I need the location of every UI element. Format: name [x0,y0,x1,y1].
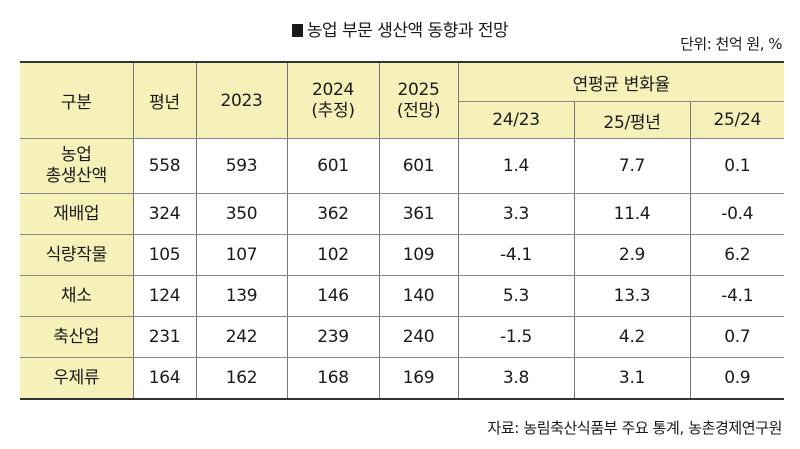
table-cell: 107 [195,234,288,276]
header-category: 구분 [20,61,134,139]
table-row: 농업 총생산액 558 593 601 601 1.4 7.7 0.1 [20,138,785,194]
row-label: 재배업 [20,193,134,235]
header-avg: 평년 [132,61,197,139]
table-row: 식량작물 105 107 102 109 -4.1 2.9 6.2 [20,234,785,276]
row-label-line1: 채소 [60,285,92,306]
row-label-line1: 우제류 [53,367,100,388]
header-2025: 2025 (전망) [378,61,459,139]
table-cell: 361 [378,193,459,235]
table-row: 채소 124 139 146 140 5.3 13.3 -4.1 [20,275,785,317]
table-cell: 3.3 [457,193,575,235]
table-cell: -1.5 [457,316,575,358]
header-2024-sub: (추정) [311,100,355,121]
row-label: 채소 [20,275,134,317]
table-cell: 168 [286,357,380,400]
table-cell: 105 [132,234,197,276]
table-cell: -4.1 [457,234,575,276]
table-cell: 102 [286,234,380,276]
table-title-text: 농업 부문 생산액 동향과 전망 [306,21,509,41]
header-2024-year: 2024 [311,79,355,100]
header-2023: 2023 [195,61,288,139]
table-cell: 162 [195,357,288,400]
table-cell: -4.1 [689,275,785,317]
table-cell: 1.4 [457,138,575,194]
table-cell: 3.8 [457,357,575,400]
table-cell: 0.9 [689,357,785,400]
table-cell: 2.9 [573,234,691,276]
production-table: 구분 평년 2023 2024 (추정) 2025 (전망) 연평균 변화율 2… [20,61,785,400]
table-cell: 5.3 [457,275,575,317]
table-row: 축산업 231 242 239 240 -1.5 4.2 0.7 [20,316,785,358]
table-cell: 7.7 [573,138,691,194]
table-cell: 11.4 [573,193,691,235]
row-label: 우제류 [20,357,134,400]
table-cell: 164 [132,357,197,400]
table-row: 재배업 324 350 362 361 3.3 11.4 -0.4 [20,193,785,235]
header-change-24-23: 24/23 [458,101,575,139]
table-cell: 601 [286,138,380,194]
table-cell: 362 [286,193,380,235]
table-cell: 558 [132,138,197,194]
row-label-line1: 재배업 [53,203,100,224]
table-cell: 139 [195,275,288,317]
header-2025-year: 2025 [397,79,440,100]
table-cell: 124 [132,275,197,317]
table-cell: 0.1 [689,138,785,194]
row-label: 축산업 [20,316,134,358]
table-cell: -0.4 [689,193,785,235]
table-cell: 13.3 [573,275,691,317]
unit-note: 단위: 천억 원, % [680,35,782,53]
source-note: 자료: 농림축산식품부 주요 통계, 농촌경제연구원 [487,419,783,437]
table-cell: 146 [286,275,380,317]
table-cell: 4.2 [573,316,691,358]
table-cell: 593 [195,138,288,194]
table-cell: 350 [195,193,288,235]
table-cell: 324 [132,193,197,235]
table-cell: 242 [195,316,288,358]
table-cell: 3.1 [573,357,691,400]
row-label-line1: 식량작물 [45,244,108,265]
table-cell: 240 [378,316,459,358]
table-cell: 169 [378,357,459,400]
table-cell: 0.7 [689,316,785,358]
square-bullet-icon [291,24,303,37]
row-label-line2: 총생산액 [45,166,108,186]
row-label: 식량작물 [20,234,134,276]
row-label-line1: 축산업 [53,326,100,347]
table-cell: 6.2 [689,234,785,276]
table-title: 농업 부문 생산액 동향과 전망 [0,16,800,41]
row-label: 농업 총생산액 [20,138,134,194]
table-cell: 140 [378,275,459,317]
table-cell: 239 [286,316,380,358]
header-2024: 2024 (추정) [286,61,380,139]
header-change-25-24: 25/24 [689,101,785,139]
header-change-group: 연평균 변화율 [457,61,785,102]
header-change-25-avg: 25/평년 [573,101,691,139]
table-cell: 109 [378,234,459,276]
table-cell: 601 [378,138,459,194]
header-2025-sub: (전망) [396,100,441,121]
table-cell: 231 [132,316,197,358]
row-label-line1: 농업 [60,145,92,165]
table-row: 우제류 164 162 168 169 3.8 3.1 0.9 [20,357,785,400]
